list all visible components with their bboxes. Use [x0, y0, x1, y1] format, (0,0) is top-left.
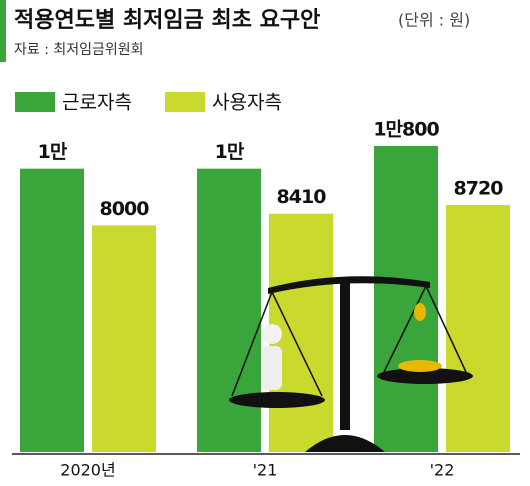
source: 자료 : 최저임금위원회 — [14, 42, 144, 58]
legend-swatch — [165, 92, 205, 112]
chart-subtitle: (단위 : 원) — [398, 11, 470, 30]
chart-title: 적용연도별 최저임금 최초 요구안 — [14, 8, 320, 33]
legend: 근로자측 사용자측 — [15, 92, 282, 114]
scale-illustration — [229, 276, 473, 452]
bar — [20, 168, 84, 452]
legend-swatch — [15, 92, 55, 112]
bar — [92, 225, 156, 452]
plot: 1만 8000 2020년 1만 8410 '21 1만800 8720 '22 — [20, 119, 510, 480]
x-tick-label: '21 — [253, 461, 278, 480]
bar — [197, 168, 261, 452]
value-label: 8410 — [277, 186, 327, 208]
x-tick-label: 2020년 — [60, 461, 115, 480]
value-label: 1만800 — [373, 119, 439, 141]
x-tick-label: '22 — [430, 461, 455, 480]
value-label: 1만 — [38, 141, 68, 163]
title-accent — [0, 0, 6, 62]
bar — [374, 146, 438, 452]
legend-label: 사용자측 — [212, 92, 282, 114]
legend-label: 근로자측 — [62, 92, 132, 114]
value-label: 8000 — [100, 198, 150, 220]
value-label: 8720 — [454, 177, 504, 199]
value-label: 1만 — [215, 141, 245, 163]
bar — [446, 204, 510, 452]
